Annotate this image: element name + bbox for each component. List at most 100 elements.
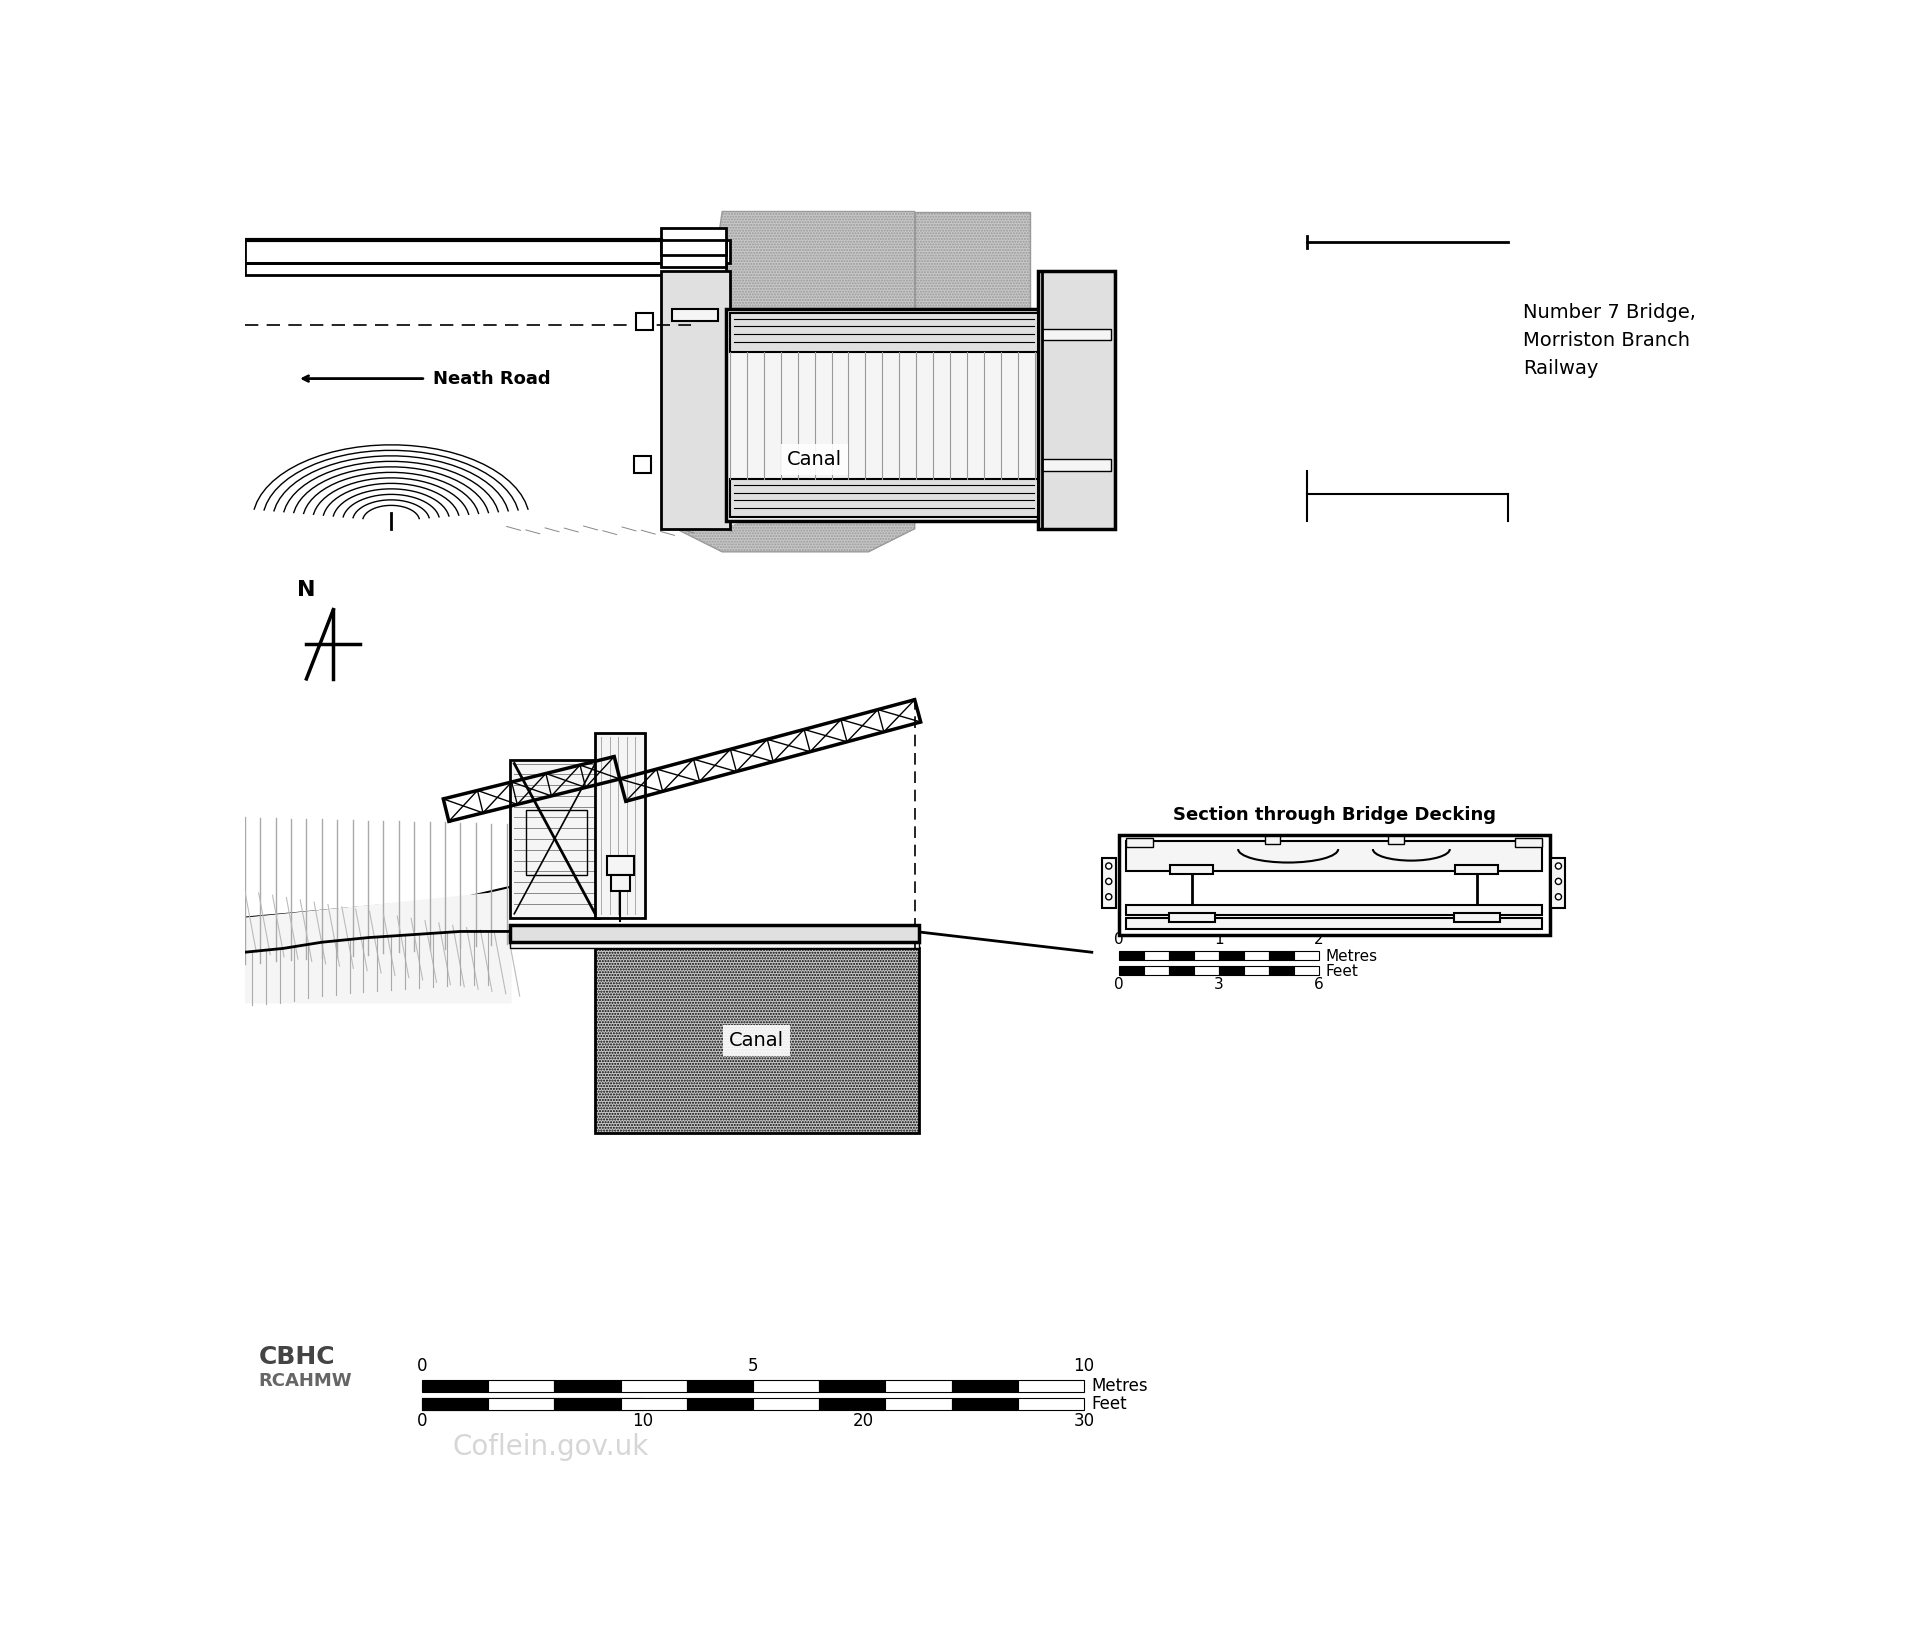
Bar	[1169, 967, 1194, 975]
Text: Canal: Canal	[787, 450, 843, 469]
Text: Neath Road: Neath Road	[434, 369, 551, 387]
Bar	[555, 1380, 620, 1392]
Bar	[555, 1398, 576, 1410]
Bar	[1102, 858, 1116, 909]
Polygon shape	[244, 886, 511, 944]
Bar	[660, 240, 726, 255]
Text: 30: 30	[1073, 1411, 1094, 1430]
Bar	[636, 313, 653, 329]
Bar	[753, 1380, 820, 1392]
Bar	[1194, 950, 1219, 960]
Text: 0: 0	[417, 1411, 426, 1430]
Text: 0: 0	[1114, 932, 1123, 947]
Bar	[1144, 950, 1169, 960]
Bar	[511, 759, 599, 917]
Bar	[488, 1398, 555, 1410]
Bar	[595, 949, 918, 1133]
Bar	[1039, 270, 1116, 529]
Text: Section through Bridge Decking: Section through Bridge Decking	[1173, 805, 1496, 824]
Text: Metres: Metres	[1092, 1377, 1148, 1395]
Bar	[467, 1398, 488, 1410]
Bar	[1219, 967, 1244, 975]
Bar	[1194, 967, 1219, 975]
Bar	[607, 856, 634, 875]
Text: Number 7 Bridge,
Morriston Branch
Railway: Number 7 Bridge, Morriston Branch Railwa…	[1523, 303, 1695, 377]
Bar	[599, 1398, 620, 1410]
Bar	[1169, 912, 1215, 922]
Bar	[634, 456, 651, 473]
Bar	[526, 810, 588, 875]
Circle shape	[1555, 894, 1561, 899]
Bar	[595, 733, 645, 917]
Bar	[511, 926, 918, 942]
Bar	[1269, 950, 1294, 960]
Bar	[576, 1398, 599, 1410]
Bar	[1515, 838, 1542, 847]
Text: 10: 10	[632, 1411, 653, 1430]
Text: Canal: Canal	[730, 1031, 785, 1051]
Bar	[422, 1380, 488, 1392]
Bar	[726, 310, 1043, 520]
Bar	[1127, 838, 1154, 847]
Text: N: N	[298, 580, 315, 600]
Bar	[555, 1398, 620, 1410]
Text: 5: 5	[747, 1357, 758, 1375]
Bar	[820, 1380, 885, 1392]
Bar	[753, 1398, 820, 1410]
Bar	[620, 1380, 687, 1392]
Bar	[1453, 912, 1500, 922]
Bar	[687, 1380, 753, 1392]
Bar	[672, 310, 718, 321]
Text: Metres: Metres	[1325, 949, 1377, 963]
Text: 0: 0	[1114, 977, 1123, 991]
Circle shape	[1106, 878, 1112, 884]
Bar	[244, 264, 726, 275]
Polygon shape	[914, 211, 1031, 399]
Bar	[1551, 858, 1565, 909]
Text: Feet: Feet	[1092, 1395, 1127, 1413]
Bar	[1018, 1398, 1085, 1410]
Circle shape	[1555, 863, 1561, 870]
Bar	[244, 240, 730, 264]
Bar	[660, 270, 730, 529]
Bar	[730, 479, 1039, 517]
Bar	[820, 1398, 885, 1410]
Bar	[611, 875, 630, 891]
Polygon shape	[244, 891, 511, 952]
Bar	[1144, 967, 1169, 975]
Bar	[511, 942, 918, 949]
Bar	[952, 1380, 1018, 1392]
Text: CBHC: CBHC	[259, 1346, 336, 1369]
Bar	[1018, 1380, 1085, 1392]
Text: Coflein.gov.uk: Coflein.gov.uk	[453, 1433, 649, 1461]
Text: 6: 6	[1313, 977, 1323, 991]
Text: 2: 2	[1313, 932, 1323, 947]
Text: 20: 20	[852, 1411, 874, 1430]
Bar	[1294, 967, 1319, 975]
Text: 3: 3	[1213, 977, 1223, 991]
Bar	[620, 1398, 643, 1410]
Bar	[1265, 837, 1281, 843]
Bar	[422, 1398, 444, 1410]
Bar	[1455, 865, 1498, 875]
Bar	[511, 1398, 532, 1410]
Text: 1: 1	[1213, 932, 1223, 947]
Bar	[444, 1398, 467, 1410]
Bar	[1269, 967, 1294, 975]
Bar	[1171, 865, 1213, 875]
Circle shape	[1106, 894, 1112, 899]
Bar	[1388, 837, 1404, 843]
Wedge shape	[680, 483, 766, 529]
Bar	[1244, 967, 1269, 975]
Circle shape	[1106, 863, 1112, 870]
Bar	[885, 1380, 952, 1392]
Bar	[1169, 950, 1194, 960]
Bar	[488, 1380, 555, 1392]
Bar	[532, 1398, 555, 1410]
Text: 10: 10	[1073, 1357, 1094, 1375]
Bar	[1127, 904, 1542, 916]
Bar	[1294, 950, 1319, 960]
Bar	[620, 1398, 687, 1410]
Bar	[687, 1398, 753, 1410]
Text: 0: 0	[417, 1357, 426, 1375]
